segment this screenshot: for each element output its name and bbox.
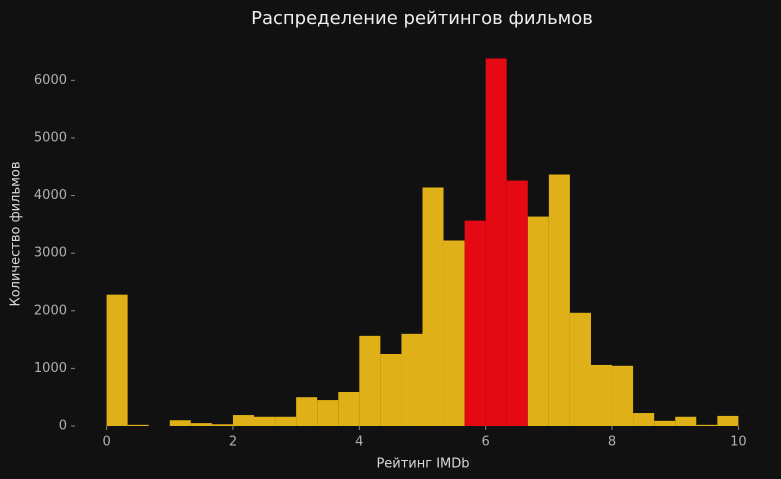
bar: [717, 415, 739, 426]
x-axis-label: Рейтинг IMDb: [376, 457, 469, 472]
bar: [569, 312, 592, 426]
bar: [169, 420, 191, 426]
bar: [485, 58, 507, 426]
y-tick-label: 5000: [34, 130, 67, 145]
x-tick-label: 8: [608, 435, 616, 450]
bar: [527, 216, 549, 426]
bar: [106, 294, 128, 426]
bar: [548, 174, 570, 426]
bar: [380, 353, 402, 426]
bar: [359, 335, 381, 426]
bar: [253, 416, 276, 426]
x-tick-label: 6: [482, 435, 490, 450]
bar: [591, 364, 613, 426]
y-tick-label: 1000: [34, 361, 67, 376]
x-tick-label: 10: [730, 435, 747, 450]
bar: [443, 240, 465, 426]
bar: [190, 423, 212, 426]
bar: [696, 424, 718, 426]
bar: [422, 187, 444, 426]
x-tick-label: 4: [355, 435, 363, 450]
bar: [401, 333, 423, 426]
bar: [296, 397, 318, 426]
bar: [275, 416, 297, 426]
bar: [232, 415, 254, 426]
bar: [612, 365, 634, 426]
y-tick-label: 6000: [34, 73, 67, 88]
bar: [506, 180, 528, 426]
y-tick-label: 0: [59, 419, 67, 434]
bar: [654, 420, 676, 426]
x-tick-label: 0: [102, 435, 110, 450]
bar: [675, 416, 697, 426]
chart-title: Распределение рейтингов фильмов: [251, 8, 593, 29]
bar: [211, 424, 233, 426]
y-axis-label: Количество фильмов: [9, 161, 24, 306]
bar: [338, 392, 360, 426]
y-tick-label: 4000: [34, 188, 67, 203]
bar: [127, 424, 149, 426]
x-tick-label: 2: [229, 435, 237, 450]
bar: [464, 220, 486, 426]
bar: [633, 413, 655, 426]
y-tick-label: 3000: [34, 246, 67, 261]
bar: [317, 400, 339, 426]
y-tick-label: 2000: [34, 303, 67, 318]
